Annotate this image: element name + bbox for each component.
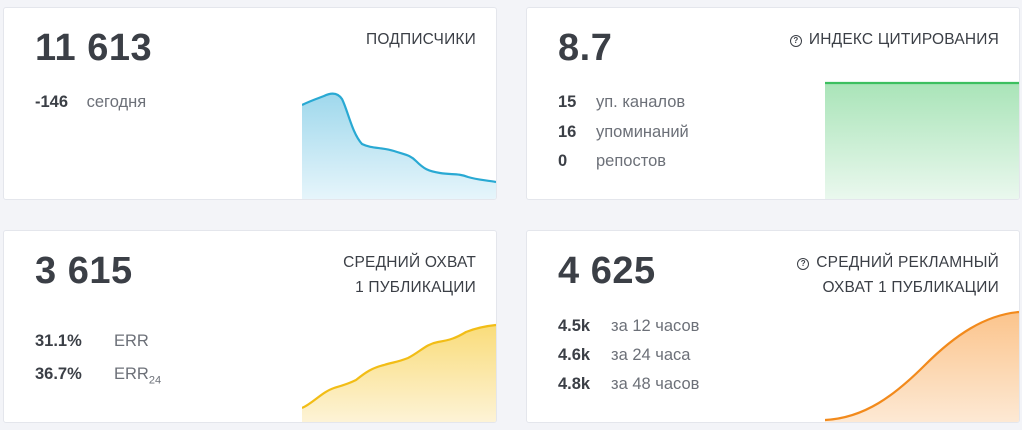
average-reach-value: 3 615 bbox=[35, 250, 133, 292]
err24-label: ERR bbox=[114, 365, 149, 383]
ad-reach-48h-label: за 48 часов bbox=[611, 375, 700, 393]
err24-value: 36.7% bbox=[35, 365, 82, 383]
ad-reach-12h-row: 4.5k за 12 часов bbox=[558, 317, 699, 336]
average-ad-reach-value: 4 625 bbox=[558, 250, 656, 292]
subscribers-sparkline bbox=[302, 92, 496, 199]
ad-reach-24h-label: за 24 часа bbox=[611, 346, 691, 364]
ad-reach-48h-value: 4.8k bbox=[558, 375, 591, 393]
citation-channels-value: 15 bbox=[558, 93, 577, 111]
citation-index-card: 8.7 ? ИНДЕКС ЦИТИРОВАНИЯ 15 уп. каналов 16… bbox=[526, 7, 1020, 200]
subscribers-title: ПОДПИСЧИКИ bbox=[366, 31, 476, 48]
citation-row-reposts: 0 репостов bbox=[558, 152, 666, 171]
err-row: 31.1% ERR bbox=[35, 332, 149, 351]
question-circle-icon[interactable]: ? bbox=[789, 35, 802, 47]
err-value: 31.1% bbox=[35, 332, 82, 350]
average-ad-reach-sparkline bbox=[825, 310, 1019, 422]
subscribers-delta: -146 bbox=[35, 93, 69, 111]
question-circle-icon[interactable]: ? bbox=[797, 258, 810, 270]
subscribers-delta-row: -146 сегодня bbox=[35, 93, 146, 112]
average-reach-sparkline bbox=[302, 323, 496, 422]
err24-row: 36.7% ERR24 bbox=[35, 365, 161, 386]
citation-reposts-value: 0 bbox=[558, 152, 568, 170]
average-reach-card: 3 615 СРЕДНИЙ ОХВАТ 1 ПУБЛИКАЦИИ 31.1% ER… bbox=[3, 230, 497, 423]
ad-reach-24h-row: 4.6k за 24 часа bbox=[558, 346, 690, 365]
subscribers-count: 11 613 bbox=[35, 27, 153, 69]
ad-reach-48h-row: 4.8k за 48 часов bbox=[558, 375, 699, 394]
err24-subscript: 24 bbox=[148, 374, 162, 387]
citation-channels-label: уп. каналов bbox=[596, 93, 686, 111]
citation-mentions-label: упоминаний bbox=[596, 123, 689, 141]
average-reach-title: СРЕДНИЙ ОХВАТ 1 ПУБЛИКАЦИИ bbox=[343, 254, 476, 296]
ad-reach-12h-label: за 12 часов bbox=[611, 317, 700, 335]
average-ad-reach-title: ? СРЕДНИЙ РЕКЛАМНЫЙ ОХВАТ 1 ПУБЛИКАЦИИ bbox=[797, 250, 999, 300]
citation-row-channels: 15 уп. каналов bbox=[558, 93, 685, 112]
citation-index-value: 8.7 bbox=[558, 27, 613, 69]
subscribers-delta-label: сегодня bbox=[86, 93, 147, 111]
citation-index-title: ? ИНДЕКС ЦИТИРОВАНИЯ bbox=[789, 27, 999, 52]
ad-reach-24h-value: 4.6k bbox=[558, 346, 591, 364]
citation-row-mentions: 16 упоминаний bbox=[558, 123, 689, 142]
ad-reach-12h-value: 4.5k bbox=[558, 317, 591, 335]
subscribers-card: 11 613 ПОДПИСЧИКИ -146 сегодня bbox=[3, 7, 497, 200]
citation-reposts-label: репостов bbox=[596, 152, 667, 170]
citation-mentions-value: 16 bbox=[558, 123, 577, 141]
average-ad-reach-card: 4 625 ? СРЕДНИЙ РЕКЛАМНЫЙ ОХВАТ 1 ПУБЛИКА… bbox=[526, 230, 1020, 423]
citation-sparkline bbox=[825, 81, 1019, 199]
err-label: ERR bbox=[114, 332, 149, 350]
